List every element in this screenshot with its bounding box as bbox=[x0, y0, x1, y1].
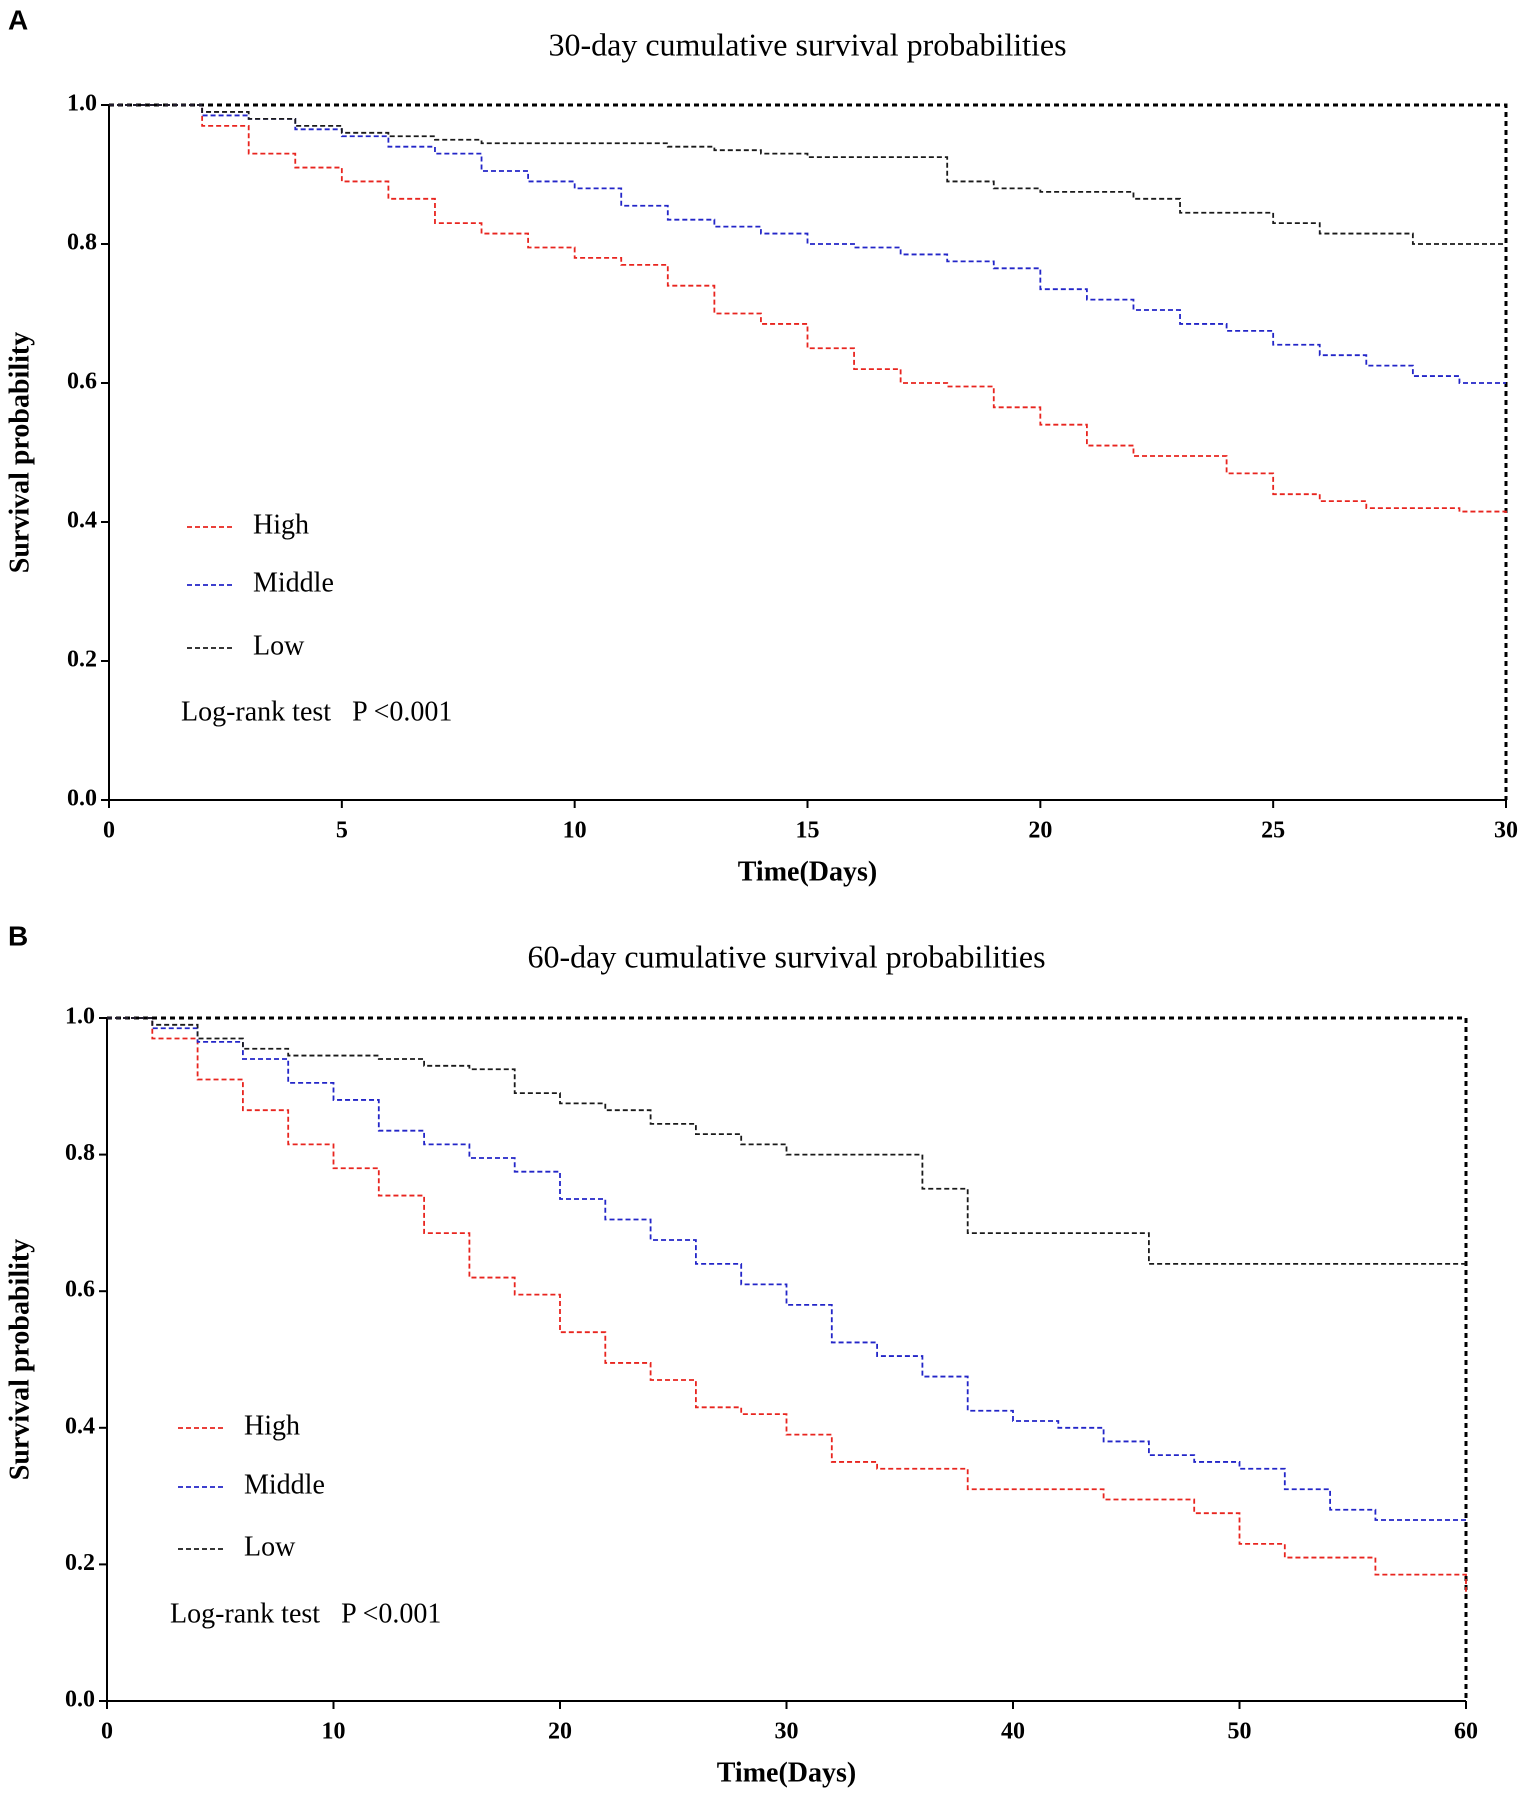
survival-curve bbox=[107, 1017, 1466, 1521]
y-tick-label: 0.4 bbox=[65, 1413, 95, 1439]
y-tick-label: 0.0 bbox=[65, 1687, 95, 1713]
x-tick-label: 0 bbox=[101, 1719, 113, 1745]
x-tick-label: 25 bbox=[1261, 818, 1285, 844]
y-tick-label: 0.2 bbox=[65, 1550, 95, 1576]
frame-border bbox=[107, 1016, 1468, 1701]
chart-title: 30-day cumulative survival probabilities bbox=[548, 26, 1066, 62]
annotation: Log-rank test P <0.001 bbox=[170, 1598, 441, 1629]
y-tick-label: 1.0 bbox=[65, 1004, 95, 1030]
x-tick-label: 10 bbox=[322, 1719, 346, 1745]
survival-curve bbox=[109, 104, 1507, 516]
y-tick-label: 0.2 bbox=[67, 647, 97, 673]
y-tick-label: 1.0 bbox=[67, 91, 97, 117]
y-tick-label: 0.6 bbox=[67, 369, 97, 395]
x-tick-label: 10 bbox=[563, 818, 587, 844]
annotation: Log-rank test P <0.001 bbox=[181, 696, 452, 727]
y-tick-label: 0.4 bbox=[67, 508, 97, 534]
y-tick-label: 0.0 bbox=[67, 786, 97, 812]
x-axis-label: Time(Days) bbox=[738, 856, 877, 887]
x-tick-label: 60 bbox=[1454, 1719, 1478, 1745]
panel-label: A bbox=[8, 4, 28, 35]
x-tick-label: 40 bbox=[1001, 1719, 1025, 1745]
survival-curve bbox=[109, 104, 1506, 384]
y-tick-label: 0.8 bbox=[65, 1140, 95, 1166]
y-axis-label: Survival probability bbox=[4, 332, 35, 573]
y-tick-label: 0.6 bbox=[65, 1277, 95, 1303]
x-axis-label: Time(Days) bbox=[717, 1757, 856, 1788]
y-axis-label: Survival probability bbox=[4, 1239, 35, 1480]
x-tick-label: 5 bbox=[336, 818, 348, 844]
survival-curve bbox=[109, 104, 1506, 245]
y-tick-label: 0.8 bbox=[67, 230, 97, 256]
frame-border bbox=[109, 103, 1508, 800]
legend-label: Middle bbox=[244, 1469, 325, 1500]
x-tick-label: 30 bbox=[1494, 818, 1518, 844]
x-tick-label: 30 bbox=[775, 1719, 799, 1745]
legend-label: Low bbox=[253, 630, 305, 661]
survival-curve bbox=[107, 1017, 1467, 1592]
x-tick-label: 20 bbox=[1028, 818, 1052, 844]
legend-label: High bbox=[244, 1410, 300, 1441]
x-tick-label: 50 bbox=[1228, 1719, 1252, 1745]
legend-label: Middle bbox=[253, 567, 334, 598]
x-tick-label: 0 bbox=[103, 818, 115, 844]
panel-label: B bbox=[8, 920, 28, 951]
chart-title: 60-day cumulative survival probabilities bbox=[527, 938, 1045, 974]
legend-label: Low bbox=[244, 1531, 296, 1562]
x-tick-label: 15 bbox=[796, 818, 820, 844]
survival-curve bbox=[107, 1017, 1466, 1265]
x-tick-label: 20 bbox=[548, 1719, 572, 1745]
legend-label: High bbox=[253, 509, 309, 540]
